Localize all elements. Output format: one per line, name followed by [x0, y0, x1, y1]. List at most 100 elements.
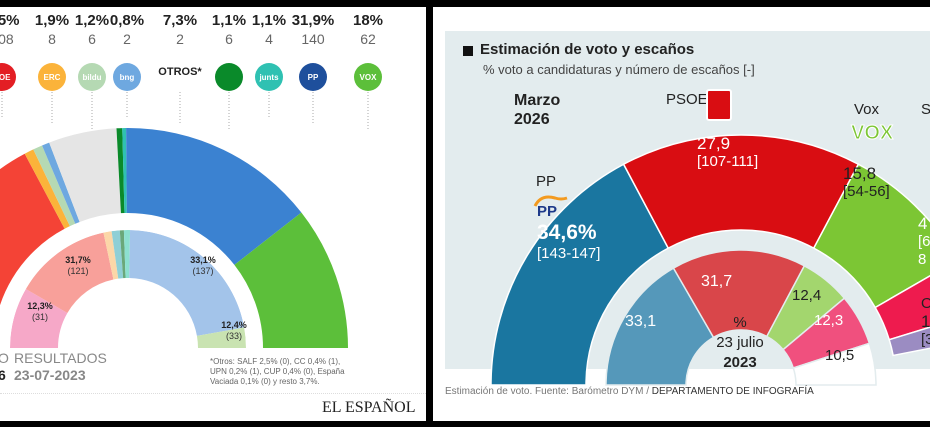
psoe-estimate-pct: 27,9	[697, 134, 731, 153]
party-name-pp: PP	[536, 173, 557, 190]
estimate-seats-4: 2	[176, 31, 184, 47]
party-logo-pp-icon: PP	[299, 63, 327, 91]
estimate-seats-7: 140	[301, 31, 325, 47]
estimate-pct-1: 1,9%	[34, 12, 70, 29]
estimate-pct-0: ?,5%	[0, 12, 20, 29]
estimate-seg-junts	[116, 128, 125, 214]
estimate-pct-7: 31,9%	[291, 12, 335, 29]
result-seg-cc	[123, 230, 131, 279]
sumar-estimate-label: 4 [6-8	[918, 215, 930, 269]
estimate-pct-8: 18%	[352, 12, 384, 29]
otros-label: OTROS*	[158, 66, 202, 78]
psoe-rose-logo-icon	[706, 89, 732, 121]
estimate-seats-6: 4	[265, 31, 273, 47]
el-espanol-logo: EL ESPAÑOL	[322, 399, 416, 416]
others-footnote: *Otros: SALF 2,5% (0), CC 0,4% (1), UPN …	[210, 357, 345, 386]
center-label-date: 23 julio	[716, 334, 764, 351]
party-logo-erc-icon: ERC	[38, 63, 66, 91]
estimate-seg-vox	[812, 163, 930, 309]
party-name-sumar: S	[921, 101, 930, 118]
result-seg-vox	[196, 327, 246, 348]
pp-estimate-seats: [143-147]	[537, 245, 601, 262]
result-label-sumar: 12,3% (31)	[27, 301, 53, 322]
result-seg-sumar	[10, 289, 68, 348]
vox-logo-icon: VOX	[850, 122, 894, 145]
vox-2023-label: 12,4	[792, 287, 822, 304]
estimate-seats-5: 6	[225, 31, 233, 47]
estimate-pct-4: 7,3%	[162, 12, 198, 29]
result-label-pp: 33,1% (137)	[190, 255, 216, 276]
pp-estimate-label: 34,6% [143-147]	[537, 221, 600, 263]
result-seg-psoe	[25, 232, 114, 313]
estimate-pct-6: 1,1%	[251, 12, 287, 29]
estimate-seats-2: 6	[88, 31, 96, 47]
otros-estimate-label: O 1 [3	[921, 295, 930, 349]
psoe-estimate-seats: [107-111]	[697, 153, 759, 170]
result-seg-otros	[792, 342, 877, 386]
party-name-psoe: PSOE	[666, 91, 708, 108]
estimate-pct-2: 1,2%	[74, 12, 110, 29]
chart-title: Estimación de voto y escaños	[480, 41, 695, 58]
results-date: 23-07-2023	[14, 367, 86, 383]
title-square-icon	[463, 46, 473, 56]
result-label-psoe: 31,7% (121)	[65, 255, 91, 276]
results-label: RESULTADOS	[14, 350, 107, 366]
result-seg-psoe	[672, 249, 806, 339]
party-logo-cc-icon: junts	[255, 63, 283, 91]
estimate-seg-bng	[42, 142, 80, 224]
result-seg-erc	[103, 231, 119, 280]
estimate-seg-psoe	[0, 153, 65, 306]
estimate-seg-o	[888, 326, 930, 357]
left-cut-label-2: 6	[0, 367, 6, 383]
result-label-vox: 12,4% (33)	[221, 320, 247, 341]
estimate-seg-ehbildu	[33, 145, 76, 227]
footer-divider	[0, 393, 426, 394]
center-label: % 23 julio 2023	[705, 313, 775, 373]
estimate-seats-1: 8	[48, 31, 56, 47]
sumar-estimate-seats: [6-8	[918, 233, 930, 268]
estimate-seg-s	[874, 275, 930, 341]
source-text: Estimación de voto. Fuente: Barómetro DY…	[445, 386, 652, 397]
estimate-seats-0: ?08	[0, 31, 14, 47]
party-logo-bng-icon: bng	[113, 63, 141, 91]
party-logo-junts-icon	[215, 63, 243, 91]
party-logo-psoe-icon: SOE	[0, 63, 16, 91]
vox-estimate-seats: [54-56]	[843, 183, 890, 200]
left-chart-panel: ?,5% ?08 SOE 1,9% 8 ERC 1,2% 6 bildu 0,8% 2 bng 7,3%…	[0, 7, 426, 421]
pp-logo-icon: PP	[531, 194, 571, 220]
estimate-seg-vox	[234, 212, 348, 348]
sumar-estimate-pct: 4	[918, 214, 928, 233]
otros-estimate-pct: 1	[921, 312, 930, 331]
party-name-vox: Vox	[854, 101, 880, 118]
left-cut-label-1: O	[0, 350, 9, 366]
otros-2023-label: 10,5	[825, 347, 855, 364]
source-line: Estimación de voto. Fuente: Barómetro DY…	[445, 386, 814, 397]
party-logo-vox-icon: VOX	[354, 63, 382, 91]
estimate-seg-cc	[122, 128, 127, 214]
vox-estimate-label: 15,8 [54-56]	[843, 165, 890, 201]
source-department: DEPARTAMENTO DE INFOGRAFÍA	[651, 386, 814, 397]
estimate-seg-erc	[24, 149, 70, 229]
pp-2023-label: 33,1	[625, 313, 657, 330]
period-year: 2026	[514, 111, 550, 128]
otros-estimate-name: O	[921, 295, 930, 312]
otros-estimate-seats: [3	[921, 331, 930, 348]
estimate-pct-3: 0,8%	[109, 12, 145, 29]
psoe-estimate-label: 27,9 [107-111]	[697, 135, 758, 171]
center-label-pct: %	[733, 314, 747, 331]
svg-text:PP: PP	[537, 203, 557, 218]
estimate-pct-5: 1,1%	[211, 12, 247, 29]
vox-estimate-pct: 15,8	[843, 164, 877, 183]
sumar-2023-label: 12,3	[814, 312, 844, 329]
estimate-seats-8: 62	[360, 31, 376, 47]
pp-estimate-pct: 34,6%	[537, 221, 597, 244]
result-seg-bildu	[111, 230, 124, 279]
period-month: Marzo	[514, 92, 561, 109]
chart-subtitle: % voto a candidaturas y número de escaño…	[483, 62, 755, 77]
result-seg-pp	[129, 230, 245, 336]
left-hemicycle-chart	[0, 92, 369, 348]
party-logo-ehbildu-icon: bildu	[78, 63, 106, 91]
psoe-2023-label: 31,7	[701, 273, 733, 290]
estimate-seg-otros	[49, 128, 121, 222]
right-hemicycle-chart	[490, 134, 930, 386]
